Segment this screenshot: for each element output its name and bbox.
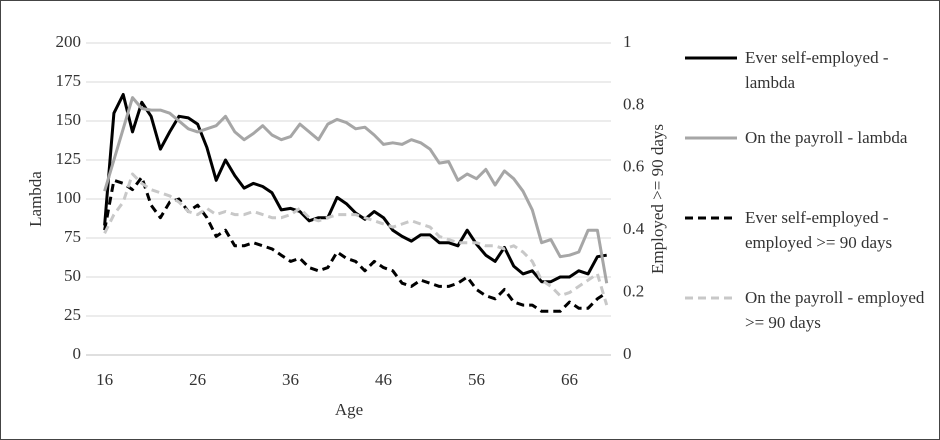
legend-item: On the payroll - employed >= 90 days xyxy=(683,285,933,365)
x-tick-label: 56 xyxy=(468,370,485,389)
y-tick-label: 0 xyxy=(73,344,82,363)
series-line xyxy=(103,172,609,306)
legend-item: On the payroll - lambda xyxy=(683,125,933,205)
legend-swatch xyxy=(685,56,737,60)
y-tick-label: 200 xyxy=(56,32,82,51)
y2-tick-label: 1 xyxy=(623,32,632,51)
x-tick-label: 36 xyxy=(282,370,299,389)
y2-tick-label: 0.8 xyxy=(623,94,644,113)
series-line xyxy=(103,96,609,284)
y-tick-label: 75 xyxy=(64,227,81,246)
legend-label: Ever self-employed - lambda xyxy=(745,48,889,92)
legend-label: On the payroll - lambda xyxy=(745,128,908,147)
y2-tick-label: 0.2 xyxy=(623,282,644,301)
legend-label: Ever self-employed - employed >= 90 days xyxy=(745,208,893,252)
x-tick-label: 16 xyxy=(96,370,113,389)
y2-tick-label: 0 xyxy=(623,344,632,363)
x-tick-label: 26 xyxy=(189,370,206,389)
y2-tick-label: 0.4 xyxy=(623,219,645,238)
y-tick-label: 50 xyxy=(64,266,81,285)
legend-swatch xyxy=(685,136,737,140)
series-line xyxy=(103,93,607,284)
y2-tick-label: 0.6 xyxy=(623,157,644,176)
legend-item: Ever self-employed - employed >= 90 days xyxy=(683,205,933,285)
legend: Ever self-employed - lambda On the payrol… xyxy=(683,45,933,365)
y-tick-label: 100 xyxy=(56,188,82,207)
y-tick-label: 125 xyxy=(56,149,82,168)
y-tick-label: 175 xyxy=(56,71,82,90)
x-tick-label: 46 xyxy=(375,370,392,389)
x-tick-label: 66 xyxy=(561,370,578,389)
legend-item: Ever self-employed - lambda xyxy=(683,45,933,125)
legend-label: On the payroll - employed >= 90 days xyxy=(745,288,925,332)
x-axis-title: Age xyxy=(335,400,363,419)
y-axis-title: Lambda xyxy=(26,171,45,227)
legend-swatch xyxy=(685,296,737,300)
legend-swatch xyxy=(685,216,737,220)
y-tick-label: 150 xyxy=(56,110,82,129)
y2-axis-title: Employed >= 90 days xyxy=(648,124,667,274)
series-line xyxy=(103,175,608,313)
y-tick-label: 25 xyxy=(64,305,81,324)
